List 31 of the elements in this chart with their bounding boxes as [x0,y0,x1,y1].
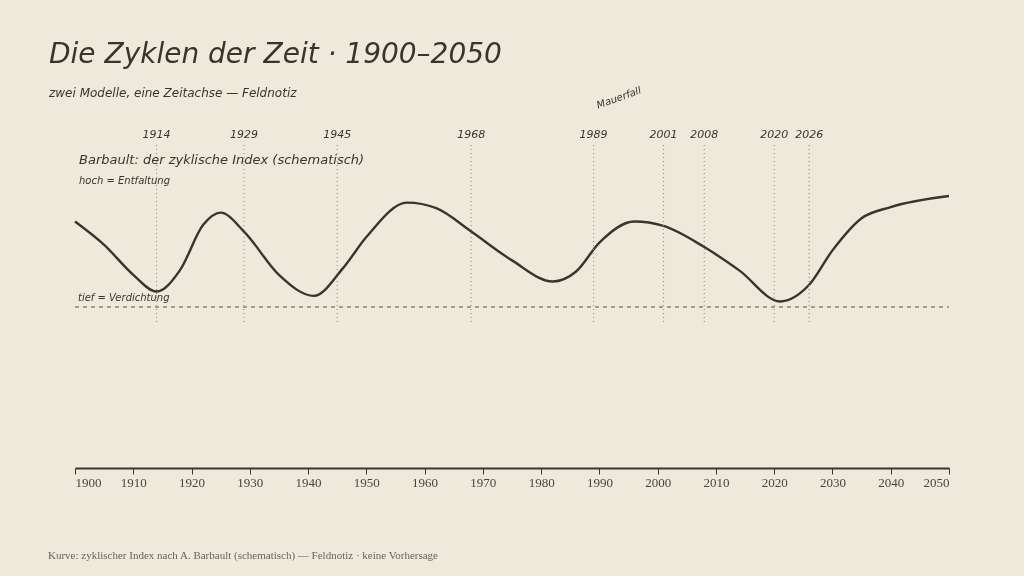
x-tick-label: 2030 [819,474,846,490]
chart-subtitle: zwei Modelle, eine Zeitachse — Feldnotiz [48,86,298,100]
x-tick-label: 1950 [353,474,380,490]
ref-line-label: 1968 [457,128,486,141]
ref-line-label: 2008 [690,128,719,141]
text: hoch = Entfaltung [79,175,170,186]
text: Barbault: der zyklische Index (schematisch) [79,152,365,167]
ref-line-label: 2026 [795,128,824,141]
ref-line-label: 1989 [579,128,608,141]
x-tick-label: 1980 [528,474,555,490]
ref-line-label: 2001 [649,128,678,141]
ref-line-label: 1914 [142,128,171,141]
text: Kurve: zyklischer Index nach A. Barbault (schematisch) — Feldnotiz · keine Vorhersage [48,549,439,562]
x-tick-label: 1930 [237,474,264,490]
x-tick-label: 2050 [923,474,950,490]
x-tick-label: 1910 [120,474,147,490]
x-tick-label: 1940 [295,474,322,490]
x-tick-label: 2010 [703,474,730,490]
x-tick-label: 1920 [179,474,206,490]
x-tick-label: 1900 [75,474,102,490]
ref-line-label: tief = Verdichtung [78,292,170,303]
x-tick-label: 1960 [412,474,439,490]
x-tick-label: 2040 [878,474,905,490]
ref-line-label: 1929 [229,128,258,141]
x-tick-label: 1970 [470,474,497,490]
ref-line-label: 2020 [760,128,789,141]
x-tick-label: 2020 [761,474,788,490]
x-tick-label: 2000 [645,474,672,490]
ref-line-label: 1945 [323,128,352,141]
x-tick-label: 1990 [586,474,613,490]
chart-title: Die Zyklen der Zeit · 1900–2050 [49,37,502,70]
